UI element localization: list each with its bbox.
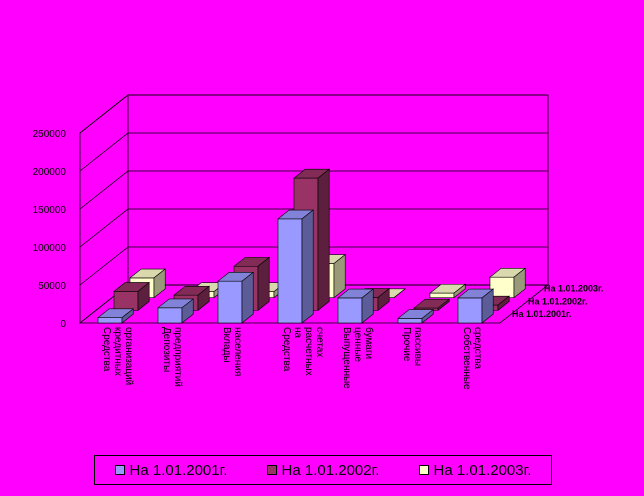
x-tick-label: Собственныесредства [461, 327, 483, 390]
bar [277, 209, 315, 324]
bar-side [361, 288, 374, 324]
legend-label: На 1.01.2001г. [129, 461, 228, 479]
x-tick-label: Депозитыпредприятий [161, 327, 183, 387]
series-depth-label: На 1.01.2001г. [512, 309, 571, 319]
bar-side [453, 283, 466, 299]
bar-side [121, 308, 134, 324]
x-tick-label: Прочиепассивы [401, 327, 423, 366]
legend: На 1.01.2001г. На 1.01.2002г. На 1.01.20… [94, 455, 552, 485]
bar-front [457, 297, 483, 324]
bar [413, 298, 451, 311]
bar [97, 308, 135, 324]
legend-item: На 1.01.2003г. [418, 461, 532, 479]
bar-side [317, 168, 330, 311]
series-depth-labels: На 1.01.2001г. На 1.01.2002г. На 1.01.2003… [512, 284, 603, 319]
bar [217, 271, 255, 324]
bar [113, 281, 151, 311]
bar-side [181, 298, 194, 324]
bar-front [277, 218, 303, 324]
x-tick-label: Вкладынаселения [221, 327, 243, 376]
x-tick-label: Средстванарасчетныхсчетах [281, 327, 325, 376]
bar [157, 298, 195, 324]
x-tick-label: Выпущенныеценныебумаги [341, 327, 375, 389]
bar-side [301, 209, 314, 324]
legend-label: На 1.01.2002г. [281, 461, 380, 479]
bar-front [157, 307, 183, 324]
bar-side [257, 256, 270, 311]
bar-front [397, 318, 423, 324]
legend-item: На 1.01.2002г. [266, 461, 380, 479]
bar [429, 283, 467, 299]
bar-side [421, 308, 434, 324]
legend-item: На 1.01.2001г. [114, 461, 228, 479]
series-depth-label: На 1.01.2002г. [528, 296, 587, 306]
bar [489, 267, 527, 299]
x-axis-ticks: Средствакредитныхорганизаций Депозитыпред… [101, 327, 483, 390]
gridline [79, 208, 548, 248]
bar-side [197, 285, 210, 311]
bars [97, 168, 527, 324]
bar-side [497, 295, 510, 311]
bar-front [429, 292, 455, 298]
gridline [79, 94, 548, 134]
y-tick-label: 50000 [38, 281, 66, 292]
bar-side [393, 288, 406, 298]
bar [337, 288, 375, 324]
legend-label: На 1.01.2003г. [433, 461, 532, 479]
bar [457, 288, 495, 324]
legend-swatch-2002 [266, 465, 277, 475]
legend-swatch-2001 [114, 465, 125, 475]
y-tick-label: 250000 [33, 129, 67, 140]
y-tick-label: 200000 [33, 167, 67, 178]
bar-front [97, 317, 123, 324]
gridline [79, 132, 548, 172]
gridline [79, 170, 548, 210]
bar-side [153, 268, 166, 299]
gridline [79, 246, 548, 286]
bar-side [481, 288, 494, 324]
bar-front [489, 276, 515, 298]
bar-front [217, 280, 243, 324]
bar-side [513, 267, 526, 299]
bar-side [137, 281, 150, 311]
x-tick-label: Средствакредитныхорганизаций [101, 327, 134, 385]
bar-side [333, 253, 346, 299]
y-tick-label: 100000 [33, 243, 67, 254]
bar-side [241, 271, 254, 324]
bar [397, 308, 435, 324]
series-depth-label: На 1.01.2003г. [544, 284, 603, 294]
y-axis-ticks: 0 50000 100000 150000 200000 250000 [33, 129, 67, 330]
bar-side [377, 287, 390, 311]
y-tick-label: 0 [60, 319, 66, 330]
bar-side [437, 298, 450, 311]
bar-front [113, 291, 139, 311]
legend-swatch-2003 [418, 465, 429, 475]
bar-front [337, 297, 363, 324]
y-tick-label: 150000 [33, 205, 67, 216]
